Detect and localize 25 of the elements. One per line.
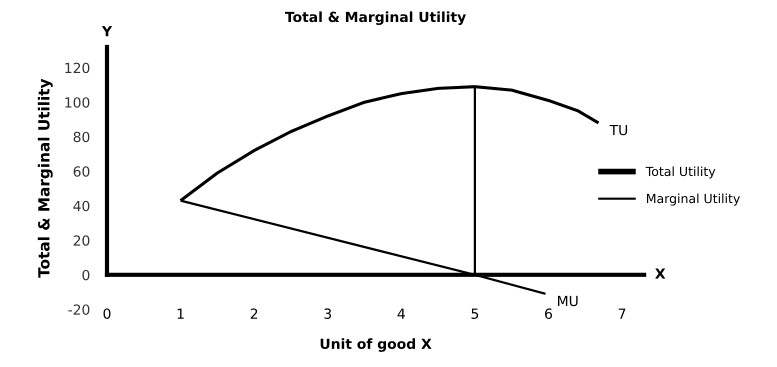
x-tick-label: 3 (324, 308, 332, 319)
x-axis-title: Unit of good X (320, 338, 432, 352)
y-tick-label: 60 (74, 166, 90, 177)
y-tick-label: -20 (68, 304, 90, 315)
text: X (655, 268, 666, 279)
legend-label: Marginal Utility (646, 194, 740, 206)
y-tick-label: 20 (74, 235, 90, 246)
chart-title: Total & Marginal Utility (285, 11, 466, 25)
x-tick-label: 5 (472, 308, 478, 319)
x-tick-label: 4 (398, 308, 405, 319)
x-tick-label: 0 (103, 308, 110, 319)
y-tick-label: 120 (65, 62, 90, 74)
legend-label: Total Utility (646, 166, 716, 179)
y-axis-title: Total & Marginal Utility (38, 78, 53, 278)
y-tick-label: 100 (65, 97, 90, 108)
x-tick-label: 2 (250, 308, 258, 319)
y-tick-label: 0 (82, 270, 90, 280)
annotation: TU (610, 124, 628, 136)
y-tick-label: 40 (73, 200, 90, 212)
x-tick-label: 1 (178, 308, 184, 319)
x-tick-label: 7 (618, 308, 626, 319)
text: Y (102, 26, 112, 36)
x-tick-label: 6 (545, 308, 552, 319)
annotation: MU (558, 296, 578, 306)
y-tick-label: 80 (74, 132, 90, 142)
